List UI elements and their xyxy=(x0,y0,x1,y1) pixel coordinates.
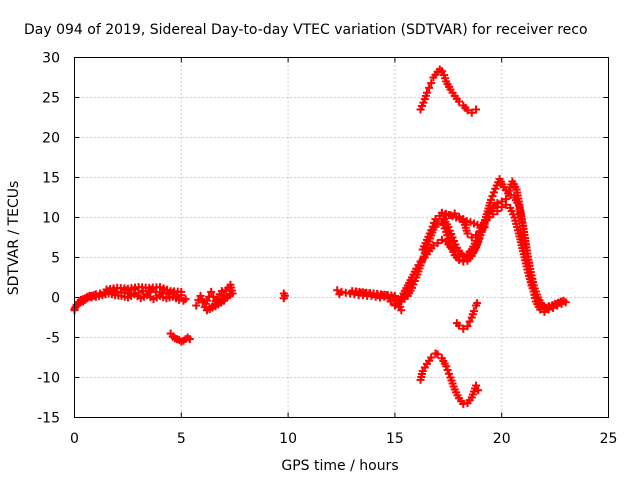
data-point xyxy=(487,195,496,204)
chart-title: Day 094 of 2019, Sidereal Day-to-day VTE… xyxy=(24,22,588,38)
data-point xyxy=(427,226,436,235)
data-point xyxy=(442,362,451,371)
data-point xyxy=(473,299,482,308)
data-point xyxy=(454,321,463,330)
data-point xyxy=(559,296,568,305)
data-point xyxy=(431,215,440,224)
data-point xyxy=(472,381,481,390)
y-axis-label: SDTVAR / TECUs xyxy=(6,181,22,296)
x-tick-label: 10 xyxy=(279,431,297,447)
x-tick-label: 15 xyxy=(386,431,404,447)
data-point xyxy=(427,353,436,362)
x-tick-label: 5 xyxy=(177,431,186,447)
data-point xyxy=(430,218,439,227)
data-point xyxy=(493,207,502,216)
data-point xyxy=(433,239,442,248)
y-tick-label: 0 xyxy=(51,291,60,307)
data-points xyxy=(70,65,570,408)
data-point xyxy=(467,233,476,242)
x-tick-label: 0 xyxy=(70,431,79,447)
data-point xyxy=(454,97,463,106)
data-point xyxy=(422,88,431,97)
series-hump-4 xyxy=(437,208,489,242)
y-tick-label: -5 xyxy=(46,331,60,347)
data-point xyxy=(472,105,481,114)
data-point xyxy=(416,257,425,266)
data-point xyxy=(207,287,216,296)
data-point xyxy=(437,235,446,244)
x-tick-label: 25 xyxy=(600,431,618,447)
data-point xyxy=(192,301,201,310)
data-point xyxy=(280,291,289,300)
series-dip-18h xyxy=(452,299,482,333)
plot-frame xyxy=(74,57,609,418)
y-tick-label: -15 xyxy=(37,411,60,427)
series-band-a xyxy=(70,285,190,315)
series-upper-arc xyxy=(416,65,481,117)
data-point xyxy=(461,253,470,262)
data-point xyxy=(429,241,438,250)
y-tick-label: 25 xyxy=(42,91,60,107)
data-point xyxy=(493,199,502,208)
y-tick-label: 30 xyxy=(42,51,60,67)
data-point xyxy=(457,249,466,258)
data-point xyxy=(220,296,229,305)
data-point xyxy=(445,369,454,378)
y-tick-label: 10 xyxy=(42,211,60,227)
data-point xyxy=(538,301,547,310)
series-lower-arc xyxy=(416,349,483,408)
data-point xyxy=(497,203,506,212)
data-point xyxy=(433,350,442,359)
data-point xyxy=(179,296,188,305)
series-hump-3 xyxy=(418,175,568,312)
series-cluster-6-7h xyxy=(192,280,237,315)
data-point xyxy=(463,229,472,238)
data-point xyxy=(474,386,483,395)
data-point xyxy=(185,335,194,344)
series-band-c xyxy=(102,283,186,296)
series-isolated-10h xyxy=(279,289,289,303)
y-tick-label: 15 xyxy=(42,171,60,187)
data-point xyxy=(428,222,437,231)
data-point xyxy=(443,366,452,375)
data-point xyxy=(489,188,498,197)
data-point xyxy=(463,106,472,115)
data-point xyxy=(425,83,434,92)
data-point xyxy=(463,322,472,331)
data-point xyxy=(386,297,395,306)
axis-ticks: 0 5 10 15 20 25 -15 -10 -5 0 5 10 15 20 25 30 xyxy=(37,51,617,448)
data-point xyxy=(209,292,218,301)
data-point xyxy=(488,192,497,201)
y-tick-label: 5 xyxy=(51,251,60,267)
data-point xyxy=(459,324,468,333)
y-tick-label: -10 xyxy=(37,371,60,387)
series-morning-12-15h xyxy=(333,286,412,315)
data-point xyxy=(469,307,478,316)
data-point xyxy=(467,108,476,117)
data-point xyxy=(427,79,436,88)
data-point xyxy=(442,210,451,219)
x-axis-label: GPS time / hours xyxy=(281,458,398,474)
data-point xyxy=(501,200,510,209)
series-dip-5h xyxy=(166,329,194,346)
data-point xyxy=(472,231,481,240)
x-tick-label: 20 xyxy=(493,431,511,447)
data-point xyxy=(437,208,446,217)
y-tick-label: 20 xyxy=(42,131,60,147)
data-point xyxy=(177,287,186,296)
series-band-b xyxy=(70,289,188,313)
